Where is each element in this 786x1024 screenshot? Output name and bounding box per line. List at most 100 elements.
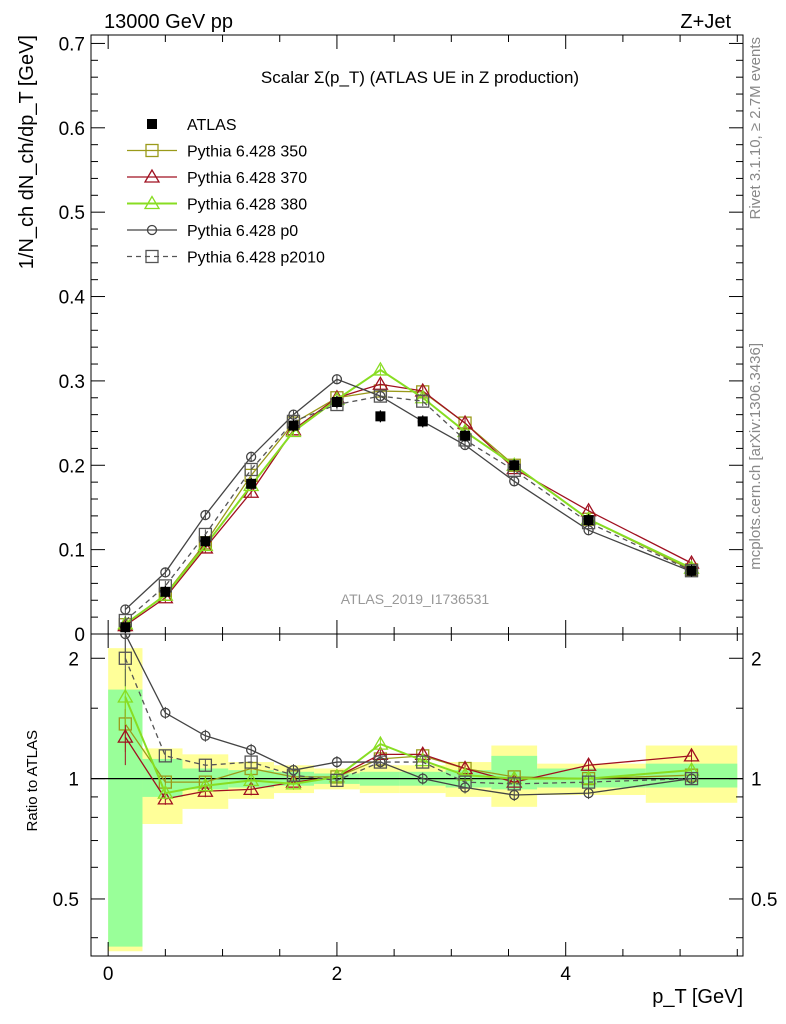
x-tick-label: 4 — [560, 964, 571, 985]
legend-marker — [143, 195, 161, 210]
ratio-series-3-point — [417, 773, 428, 784]
ratio-series-2-point — [157, 784, 174, 799]
ratio-series-4-point — [330, 773, 344, 788]
y-tick-label: 0.6 — [59, 119, 85, 140]
x-tick-label: 0 — [103, 964, 114, 985]
legend-marker — [145, 249, 159, 264]
series-4-point — [416, 394, 430, 408]
ratio-series-3-point — [331, 756, 343, 768]
series-line-1 — [124, 383, 692, 627]
data-point — [288, 420, 299, 431]
y-tick-label: 0.4 — [59, 288, 86, 309]
legend-label: Pythia 6.428 p2010 — [187, 250, 325, 267]
main-panel: Scalar Σ(p_T) (ATLAS UE in Z production)… — [16, 34, 744, 635]
ratio-series-3-point — [245, 744, 257, 756]
legend: ATLAS Pythia 6.428 350 Pythia 6.428 370 Pyt… — [127, 117, 325, 267]
ratio-series-1-point — [683, 747, 700, 762]
series-3-point — [331, 374, 343, 385]
ratio-series-4-point — [198, 758, 213, 772]
ratio-series-2-point — [285, 775, 302, 790]
data-point — [331, 396, 342, 407]
series-3-point — [245, 451, 257, 462]
rivet-version-label: Rivet 3.1.10, ≥ 2.7M events — [747, 37, 764, 220]
ratio-series-4-point — [416, 755, 430, 769]
y-tick-label: 0.2 — [59, 456, 85, 477]
ratio-series-1-point — [580, 756, 597, 771]
ratio-line-4 — [124, 658, 692, 785]
ratio-series-3-point — [160, 707, 171, 719]
ratio-series-4-point — [507, 777, 521, 791]
process-label: Z+Jet — [680, 11, 731, 33]
ratio-panel: Ratio to ATLAS p_T [GeV] — [24, 633, 744, 1008]
data-point — [583, 515, 594, 526]
data-point — [246, 478, 257, 489]
series-2-point — [372, 361, 389, 376]
data-point — [686, 565, 697, 576]
collision-label: 13000 GeV pp — [104, 11, 233, 33]
series-1-point — [197, 539, 214, 554]
ratio-frame — [90, 633, 744, 957]
ratio-series-2-point — [243, 772, 260, 787]
ratio-series-4-point — [373, 755, 388, 769]
ratio-series-4-point — [581, 775, 596, 789]
ratio-y-tick-label: 2 — [68, 649, 79, 670]
data-point — [460, 430, 471, 441]
legend-marker — [145, 143, 159, 158]
ratio-series-4-point — [244, 755, 258, 769]
series-line-2 — [124, 368, 692, 625]
y-tick-label: 0 — [74, 625, 85, 646]
ratio-series-4-point — [286, 768, 301, 782]
series-3-point — [200, 509, 211, 521]
ratio-series-4-point — [458, 775, 472, 789]
ratio-line-0 — [124, 723, 692, 783]
ratio-y-axis-label: Ratio to ATLAS — [24, 730, 41, 831]
ratio-y-tick-label-right: 2 — [751, 649, 762, 670]
ratio-line-3 — [124, 634, 692, 796]
legend-marker — [147, 119, 157, 129]
ratio-series-1-point — [117, 728, 134, 743]
legend-label: Pythia 6.428 380 — [187, 197, 307, 214]
ratio-y-tick-label-right: 1 — [751, 770, 762, 791]
data-point — [200, 536, 211, 547]
y-tick-label: 0.5 — [59, 203, 85, 224]
series-line-4 — [124, 395, 692, 621]
x-axis-label: p_T [GeV] — [652, 986, 743, 1008]
x-tick-label: 2 — [332, 964, 343, 985]
ratio-series-4-point — [118, 651, 132, 665]
legend-marker — [146, 224, 158, 236]
ratio-series-2-point — [372, 735, 389, 750]
y-tick-label: 0.1 — [59, 541, 85, 562]
y-tick-label: 0.3 — [59, 372, 85, 393]
series-line-3 — [124, 378, 692, 611]
ratio-y-tick-label: 0.5 — [53, 890, 79, 911]
legend-marker — [143, 168, 161, 183]
data-point — [160, 586, 171, 597]
data-point — [120, 622, 131, 633]
ratio-y-tick-label-right: 0.5 — [751, 890, 777, 911]
legend-label: Pythia 6.428 370 — [187, 170, 307, 187]
data-point — [375, 411, 386, 422]
data-point — [509, 460, 520, 471]
ratio-series-1-point — [243, 781, 260, 796]
y-tick-label: 0.7 — [59, 34, 85, 55]
legend-label: Pythia 6.428 p0 — [187, 223, 298, 240]
series-4-point — [373, 389, 388, 403]
plot-title: Scalar Σ(p_T) (ATLAS UE in Z production) — [261, 68, 579, 87]
mcplots-source-label: mcplots.cern.ch [arXiv:1306.3436] — [747, 343, 764, 570]
data-point — [417, 416, 428, 427]
legend-label: ATLAS — [187, 117, 237, 134]
ratio-series-2-point — [117, 688, 134, 703]
legend-label: Pythia 6.428 350 — [187, 144, 307, 161]
main-y-axis-label: 1/N_ch dN_ch/dp_T [GeV] — [16, 35, 38, 269]
ratio-series-3-point — [200, 730, 211, 741]
ratio-series-4-point — [158, 749, 173, 763]
ratio-series-2-point — [197, 777, 214, 792]
ratio-line-2 — [124, 696, 692, 795]
ratio-series-4-point — [684, 771, 699, 786]
series-4-point — [244, 462, 258, 477]
series-3-point — [160, 567, 171, 578]
analysis-watermark: ATLAS_2019_I1736531 — [341, 591, 490, 607]
ratio-y-tick-label: 1 — [68, 770, 79, 791]
series-1-point — [372, 375, 389, 390]
